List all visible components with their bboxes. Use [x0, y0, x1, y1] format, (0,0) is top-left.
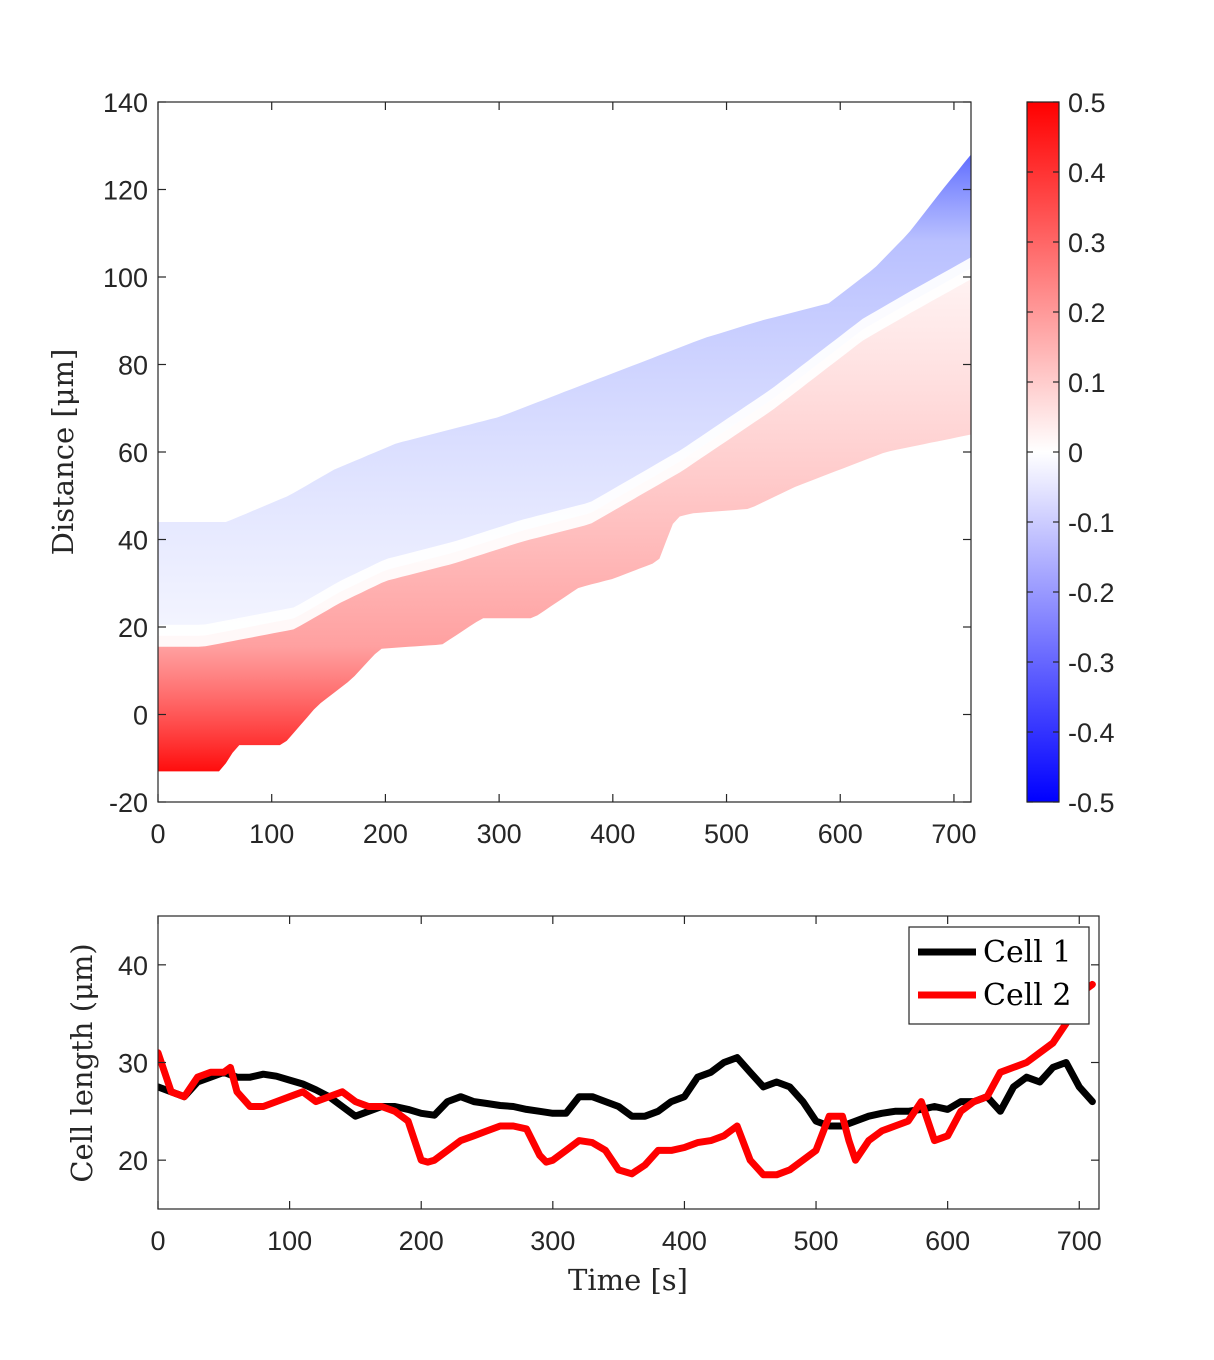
colorbar-tick-label: -0.5	[1068, 788, 1115, 818]
heatmap-panel: 0 100 200 300 400 500 600 700 -2002040608010012…	[46, 88, 976, 849]
heatmap-x-tick-labels: 0 100 200 300 400 500 600 700	[150, 819, 976, 849]
colorbar-ticks	[1027, 101, 1059, 803]
colorbar-tick-label: 0	[1068, 438, 1083, 468]
heatmap-y-tick-labels: -20 0 20 40 60 80 100 120 140	[103, 88, 148, 818]
legend-label-cell-1: Cell 1	[983, 935, 1072, 970]
heatmap-y-tick-label: 0	[133, 701, 148, 731]
line-x-tick-label: 500	[794, 1226, 839, 1256]
line-x-tick-label: 200	[399, 1226, 444, 1256]
heatmap-x-tick-label: 600	[818, 819, 863, 849]
colorbar-tick-label: -0.4	[1068, 718, 1115, 748]
colorbar-tick-labels: 0.5 0.4 0.3 0.2 0.1 0 -0.1 -0.2 -0.3 -0.4 -0.5	[1068, 88, 1115, 818]
line-ticks	[157, 916, 1099, 1209]
heatmap-ticks	[157, 101, 971, 803]
heatmap-x-tick-label: 400	[590, 819, 635, 849]
colorbar-tick-label: -0.2	[1068, 578, 1115, 608]
line-x-tick-label: 600	[925, 1226, 970, 1256]
legend-box	[908, 926, 1090, 1025]
colorbar-tick-label: 0.1	[1068, 368, 1106, 398]
line-x-axis-label: Time [s]	[568, 1263, 688, 1297]
line-y-axis-label: Cell length (μm)	[65, 943, 99, 1182]
line-y-tick-label: 30	[118, 1049, 148, 1079]
colorbar: 0.5 0.4 0.3 0.2 0.1 0 -0.1 -0.2 -0.3 -0.4 -0.5	[1026, 88, 1115, 818]
colorbar-tick-label: 0.3	[1068, 228, 1106, 258]
colorbar-tick-label: 0.5	[1068, 88, 1106, 118]
line-y-tick-label: 20	[118, 1146, 148, 1176]
heatmap-x-tick-label: 500	[704, 819, 749, 849]
heatmap-x-tick-label: 700	[931, 819, 976, 849]
colorbar-tick-label: 0.4	[1068, 158, 1106, 188]
heatmap-y-tick-label: 100	[103, 263, 148, 293]
line-x-tick-label: 0	[150, 1226, 165, 1256]
line-series-group	[158, 980, 1096, 1179]
heatmap-y-tick-label: 80	[118, 351, 148, 381]
colorbar-tick-label: -0.1	[1068, 508, 1115, 538]
heatmap-x-tick-label: 200	[363, 819, 408, 849]
heatmap-layers	[158, 154, 971, 772]
heatmap-x-tick-label: 300	[477, 819, 522, 849]
heatmap-negative-region	[158, 154, 971, 636]
colorbar-tick-label: 0.2	[1068, 298, 1106, 328]
heatmap-y-tick-label: 140	[103, 88, 148, 118]
legend: Cell 1 Cell 2	[908, 926, 1090, 1025]
line-x-tick-label: 300	[530, 1226, 575, 1256]
colorbar-tick-label: -0.3	[1068, 648, 1115, 678]
heatmap-x-tick-label: 0	[150, 819, 165, 849]
heatmap-y-tick-label: 40	[118, 526, 148, 556]
heatmap-y-tick-label: -20	[109, 788, 148, 818]
series-line-cell-1	[158, 1054, 1096, 1130]
line-x-tick-label: 700	[1057, 1226, 1102, 1256]
legend-label-cell-2: Cell 2	[983, 978, 1072, 1013]
heatmap-x-tick-label: 100	[249, 819, 294, 849]
heatmap-y-axis-label: Distance [μm]	[46, 349, 80, 556]
line-y-tick-label: 40	[118, 951, 148, 981]
heatmap-y-tick-label: 120	[103, 176, 148, 206]
series-line-cell-2	[158, 980, 1096, 1179]
heatmap-y-tick-label: 60	[118, 438, 148, 468]
line-x-tick-label: 100	[267, 1226, 312, 1256]
line-x-tick-label: 400	[662, 1226, 707, 1256]
heatmap-y-tick-label: 20	[118, 613, 148, 643]
line-y-tick-labels: 20 30 40	[118, 951, 148, 1176]
line-panel: 0 100 200 300 400 500 600 700 20 30 40 Time [s] C…	[65, 915, 1102, 1297]
line-x-tick-labels: 0 100 200 300 400 500 600 700	[150, 1226, 1101, 1256]
